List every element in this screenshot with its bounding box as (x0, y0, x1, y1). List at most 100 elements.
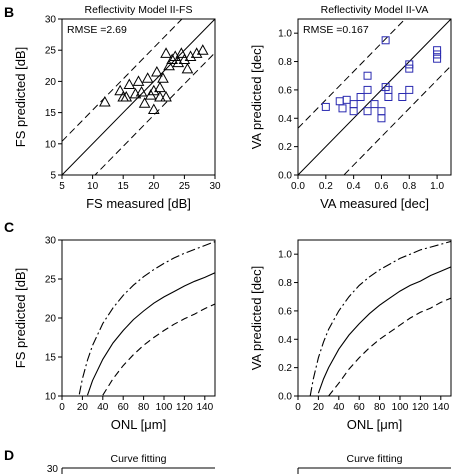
x-tick-label: 40 (333, 402, 345, 413)
y-tick-label: 0.2 (278, 363, 292, 374)
data-point (433, 54, 442, 63)
y-tick-label: 20 (45, 314, 57, 325)
x-tick-label: 1.0 (430, 181, 444, 192)
chart-1: Reflectivity Model II-FS 5 10 15 20 25 30 5 10 15… (13, 4, 221, 211)
data-point (151, 66, 163, 77)
data-point (157, 72, 169, 83)
y-tick-label: 10 (45, 392, 57, 403)
data-point (147, 84, 160, 96)
data-point (172, 56, 185, 68)
y-tick-label: 10 (45, 139, 57, 150)
x-axis-label: ONL [μm] (111, 417, 166, 432)
x-tick-label: 140 (432, 402, 449, 413)
x-tick-label: 10 (87, 181, 99, 192)
y-tick-label: 15 (45, 108, 57, 119)
chart-3: 0 20 40 60 80 100 120 140 10 15 20 25 30 ONL [μm] FS p… (13, 236, 216, 432)
x-tick-label: 20 (148, 181, 160, 192)
chart-6: Curve fitting (297, 453, 451, 474)
x-axis-label: FS measured [dB] (86, 196, 191, 211)
x-axis-label: VA measured [dec] (320, 196, 429, 211)
x-tick-label: 0 (295, 402, 301, 413)
data-point (398, 93, 407, 101)
y-tick-label: 0.4 (278, 114, 292, 125)
y-tick-label: 0.8 (278, 57, 292, 68)
data-point (377, 114, 386, 123)
data-point (190, 47, 203, 58)
plot-frame (61, 239, 216, 397)
series-line-dash-dot (78, 241, 215, 395)
data-point (132, 75, 145, 86)
x-tick-label: 30 (209, 181, 221, 192)
y-tick-label: 0.0 (278, 171, 292, 182)
x-tick-label: 100 (392, 402, 409, 413)
y-tick-label: 25 (45, 46, 57, 57)
bound-line (94, 52, 215, 175)
chart-4: 0 20 40 60 80 100 120 140 0.0 0.2 0.4 0.6 0.8 1.0 ONL … (249, 239, 452, 432)
y-tick-label: 20 (45, 77, 57, 88)
y-tick-label: 5 (50, 171, 56, 182)
x-tick-label: 0 (59, 402, 65, 413)
plots-layer: Reflectivity Model II-FS 5 10 15 20 25 30 5 10 15… (13, 4, 452, 474)
panel-letter-c: C (4, 219, 14, 235)
data-point (178, 53, 191, 65)
y-tick-label: 30 (45, 236, 57, 247)
data-point (169, 50, 182, 61)
data-point (120, 90, 133, 102)
data-point (338, 104, 347, 113)
data-point (356, 93, 365, 101)
data-point (175, 47, 188, 58)
chart-5: Curve fitting 30 (47, 453, 215, 474)
data-point (196, 44, 209, 55)
plot-area (78, 241, 215, 396)
y-tick-label: 0.0 (278, 392, 292, 403)
rmse-annotation: RMSE =2.69 (67, 24, 127, 36)
data-point (349, 107, 358, 116)
series-line-dash-dot (309, 240, 451, 396)
x-tick-label: 40 (97, 402, 109, 413)
x-tick-label: 0.2 (319, 181, 333, 192)
plot-frame (297, 18, 452, 176)
data-point (377, 107, 386, 116)
series-line-dashed (102, 303, 215, 396)
data-point (166, 53, 179, 65)
x-tick-label: 120 (412, 402, 429, 413)
y-axis-label: VA predicted [dec] (249, 266, 264, 371)
x-tick-label: 120 (176, 402, 193, 413)
x-tick-label: 0.0 (291, 181, 305, 192)
x-tick-label: 140 (196, 402, 213, 413)
data-point (321, 102, 330, 111)
data-point (114, 84, 126, 96)
data-point (160, 90, 172, 102)
panel-letter-d: D (4, 447, 14, 463)
y-tick-label: 25 (45, 275, 57, 286)
data-point (405, 85, 414, 94)
data-point (363, 71, 372, 80)
rmse-annotation: RMSE =0.167 (303, 24, 369, 36)
y-tick-label: 1.0 (278, 29, 292, 40)
x-tick-label: 100 (156, 402, 173, 413)
plot-area (62, 19, 215, 175)
y-tick-label: 0.6 (278, 306, 292, 317)
x-tick-label: 15 (118, 181, 130, 192)
data-point (123, 78, 136, 90)
y-tick-label: 15 (45, 353, 57, 364)
y-axis-label: FS predicted [dB] (13, 47, 28, 147)
x-tick-label: 0.6 (375, 181, 389, 192)
x-tick-label: 20 (313, 402, 325, 413)
y-tick-label: 30 (47, 464, 59, 474)
series-line-solid (317, 266, 451, 394)
bound-line (343, 65, 451, 175)
data-point (384, 85, 393, 94)
x-axis-label: ONL [μm] (347, 417, 402, 432)
x-tick-label: 0.4 (347, 181, 361, 192)
x-tick-label: 80 (138, 402, 150, 413)
plot-frame (297, 239, 452, 397)
data-point (405, 64, 414, 73)
y-axis-label: FS predicted [dB] (13, 268, 28, 368)
x-tick-label: 60 (118, 402, 130, 413)
identity-line (298, 19, 451, 175)
y-tick-label: 0.4 (278, 335, 292, 346)
data-point (181, 62, 194, 74)
bound-line (298, 19, 406, 129)
